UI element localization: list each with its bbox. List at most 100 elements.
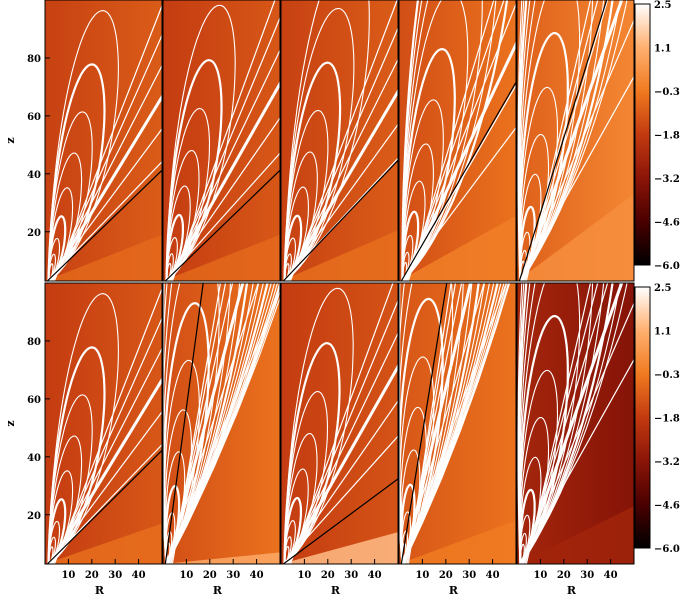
y-tick-label: 60: [27, 395, 41, 406]
wedge-region: [399, 215, 516, 281]
wedge-region: [517, 194, 634, 281]
x-tick-label: 20: [439, 570, 453, 581]
wedge-region: [45, 234, 162, 281]
field-line: [399, 356, 435, 564]
field-line: [47, 293, 119, 564]
panel-5: [516, 0, 635, 282]
field-line: [289, 0, 398, 281]
field-line: [517, 283, 614, 564]
field-line: [51, 347, 162, 564]
x-tick-label: 10: [61, 570, 75, 581]
field-line: [407, 0, 495, 281]
field-line: [163, 302, 210, 564]
field-line: [518, 0, 581, 281]
panel-6: [44, 282, 163, 565]
field-line: [519, 369, 559, 564]
panel-7: [162, 282, 281, 565]
separatrix-line: [282, 159, 398, 281]
panel-3: [280, 0, 399, 282]
field-line: [284, 363, 398, 564]
field-line: [402, 40, 516, 281]
field-line: [284, 399, 398, 564]
field-line: [399, 297, 444, 564]
colorbar-tick-label: −1.8: [654, 414, 680, 425]
field-line: [517, 283, 621, 564]
field-line: [399, 283, 473, 564]
y-tick-label: 80: [27, 54, 41, 65]
field-lines: [46, 4, 162, 281]
x-tick-label: 40: [250, 570, 264, 581]
field-line: [52, 316, 162, 564]
colorbar-tick-label: −4.6: [654, 501, 680, 512]
field-line: [520, 283, 624, 564]
panel-frame: [162, 282, 281, 565]
y-tick-label: 20: [27, 511, 41, 522]
field-line: [399, 283, 490, 564]
panel-background: [163, 0, 280, 281]
field-line: [520, 301, 634, 564]
x-axis-label: R: [213, 584, 223, 597]
field-line: [166, 80, 280, 281]
field-line: [407, 283, 452, 564]
field-line: [288, 299, 398, 564]
panel-grid: [44, 0, 635, 565]
colorbar-tick-label: −3.2: [654, 457, 680, 468]
colorbar-tick-label: 1.1: [654, 44, 671, 55]
field-line: [163, 283, 220, 564]
y-tick-label: 40: [27, 170, 41, 181]
colorbar-tick-label: −1.8: [654, 131, 680, 142]
x-tick-label: 30: [108, 570, 122, 581]
wedge-region: [163, 234, 280, 281]
panel-9: [398, 282, 517, 565]
x-tick-label: 20: [557, 570, 571, 581]
field-line: [288, 26, 398, 281]
field-lines: [46, 287, 162, 564]
field-line: [282, 435, 398, 564]
field-line: [284, 123, 398, 281]
field-line: [518, 0, 594, 281]
field-line: [399, 283, 480, 564]
wedge-region: [45, 523, 162, 564]
x-tick-label: 10: [297, 570, 311, 581]
field-line: [517, 0, 614, 281]
field-line: [171, 283, 222, 564]
y-tick-label: 60: [27, 112, 41, 123]
colorbar-tick-label: −4.6: [654, 218, 680, 229]
field-line: [164, 152, 280, 281]
colorbar-1: [634, 3, 651, 266]
field-line: [48, 93, 162, 281]
field-line: [400, 283, 507, 564]
field-line: [171, 0, 276, 281]
field-line: [163, 283, 254, 564]
field-line: [518, 0, 605, 281]
colorbar-tick-label: −0.3: [654, 87, 680, 98]
field-line: [517, 0, 621, 281]
field-line: [401, 0, 497, 281]
field-line: [401, 0, 509, 281]
field-line: [46, 160, 162, 281]
field-line: [518, 283, 594, 564]
field-lines: [163, 283, 280, 564]
panel-8: [280, 282, 399, 565]
field-line: [166, 116, 280, 281]
field-line: [283, 7, 355, 281]
field-line: [48, 127, 162, 281]
x-tick-label: 20: [321, 570, 335, 581]
field-line: [284, 88, 398, 281]
field-line: [518, 31, 569, 281]
x-tick-label: 30: [580, 570, 594, 581]
field-line: [163, 283, 241, 564]
y-axis-label: z: [4, 137, 17, 143]
field-line: [165, 58, 223, 281]
field-line: [520, 18, 634, 281]
field-line: [517, 283, 628, 564]
field-line: [401, 0, 469, 281]
panel-frame: [44, 282, 163, 565]
y-tick-label: 80: [27, 337, 41, 348]
x-tick-label: 40: [368, 570, 382, 581]
panel-frame: [162, 0, 281, 282]
field-line: [52, 33, 162, 281]
field-line: [404, 2, 516, 281]
field-line: [169, 48, 280, 281]
x-tick-label: 40: [604, 570, 618, 581]
